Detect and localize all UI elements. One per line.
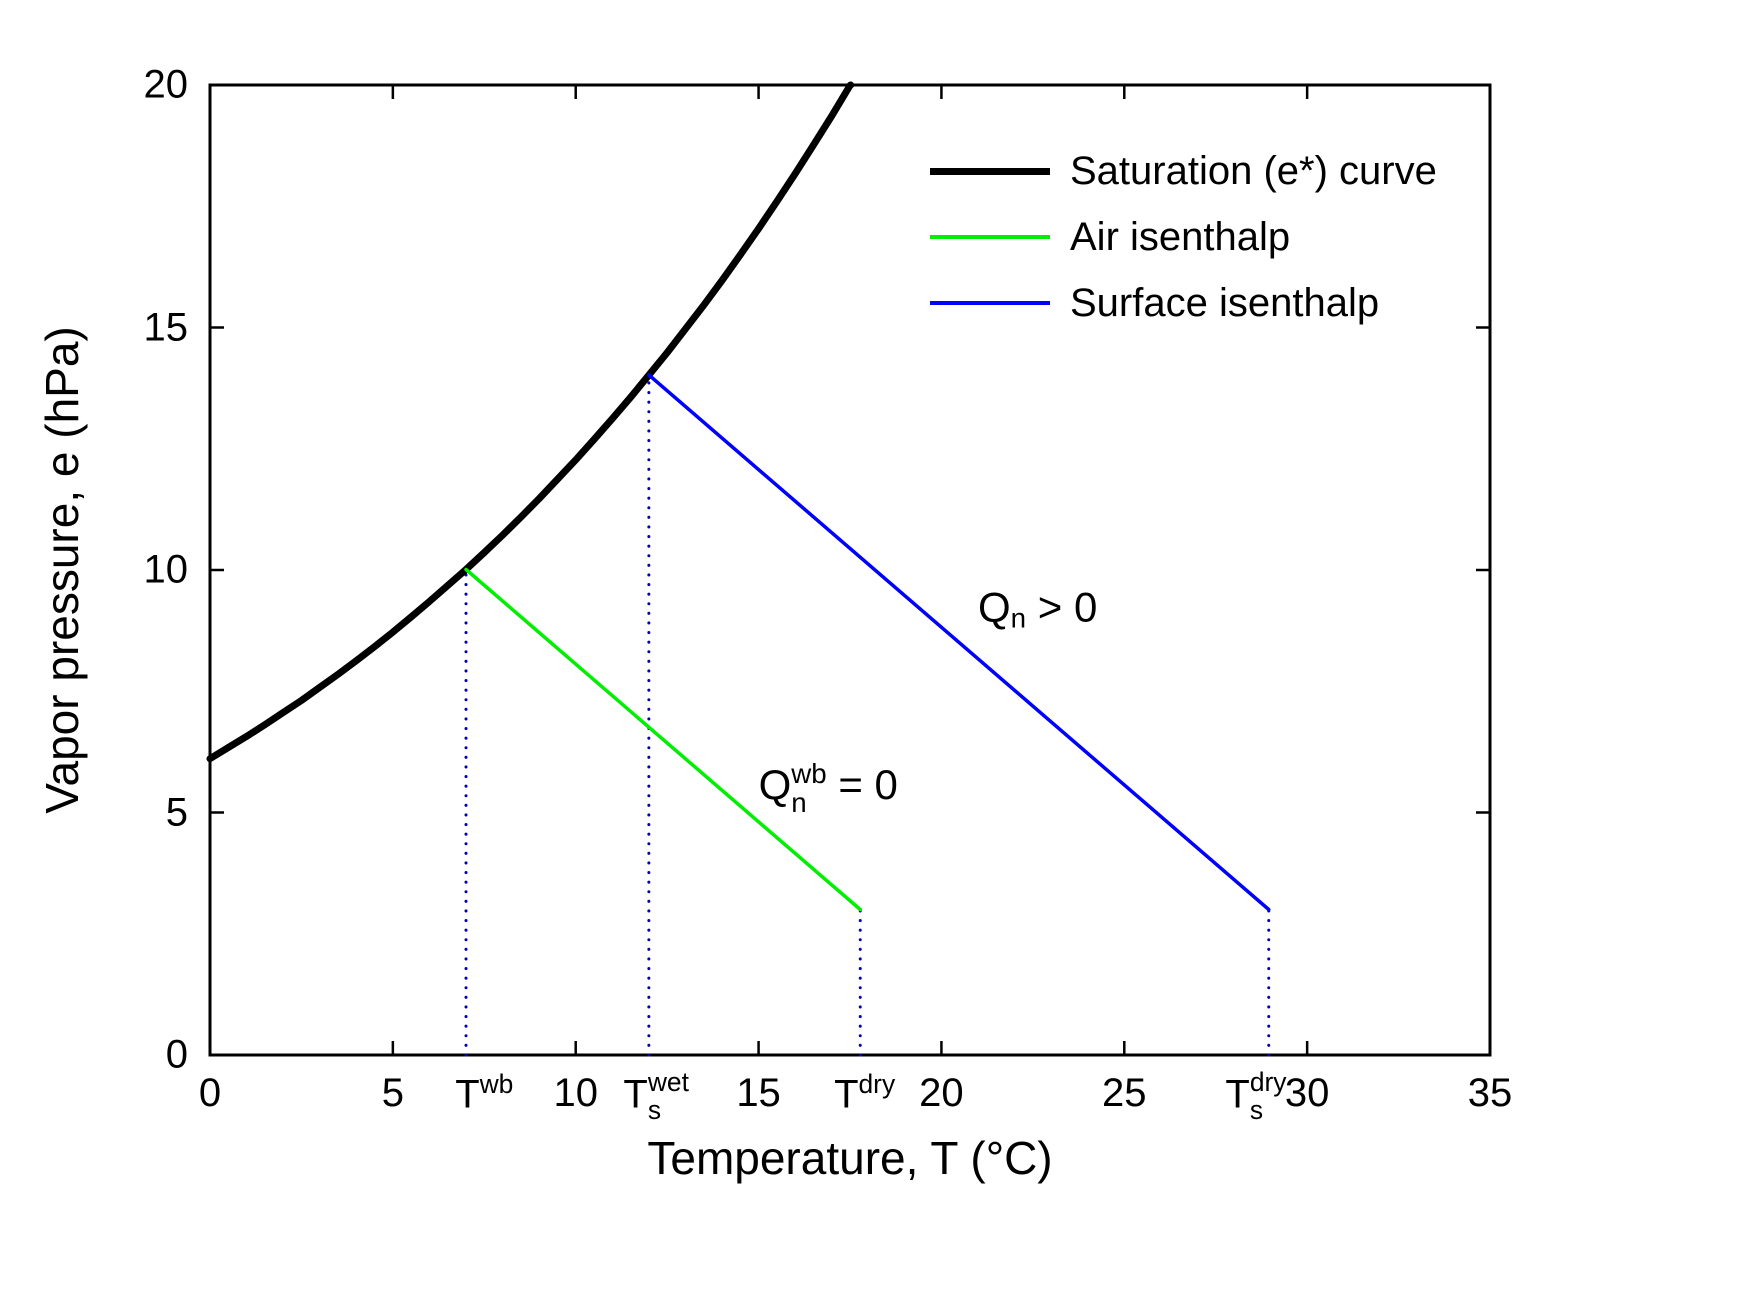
- x-tick-label: 15: [736, 1071, 781, 1115]
- y-tick-label: 15: [143, 305, 189, 349]
- y-tick-label: 5: [165, 790, 188, 834]
- x-tick-label: 25: [1102, 1071, 1147, 1115]
- x-axis-special-label-twb: Twb: [455, 1069, 514, 1117]
- x-tick-label: 20: [919, 1071, 964, 1115]
- legend-line-sample-saturation: [930, 167, 1050, 175]
- y-tick-label: 0: [165, 1032, 188, 1077]
- legend-item-saturation-curve: Saturation (e*) curve: [930, 138, 1437, 204]
- legend-item-air-isenthalp: Air isenthalp: [930, 204, 1437, 270]
- x-tick-label: 10: [553, 1071, 598, 1115]
- legend-label-surface-isenthalp: Surface isenthalp: [1070, 280, 1380, 325]
- x-axis-special-label-tdry: Tdry: [834, 1069, 896, 1117]
- saturation-curve-line: [206, 81, 855, 763]
- x-tick-label: 5: [381, 1071, 404, 1115]
- legend-line-sample-surface-isenthalp: [930, 301, 1050, 305]
- legend-item-surface-isenthalp: Surface isenthalp: [930, 270, 1437, 336]
- surface-isenthalp-line: [647, 373, 1271, 912]
- y-tick-label: 20: [143, 62, 189, 107]
- x-tick-label: 35: [1467, 1071, 1513, 1115]
- legend-label-air-isenthalp: Air isenthalp: [1070, 214, 1291, 259]
- y-axis-label: Vapor pressure, e (hPa): [36, 326, 88, 814]
- x-tick-label: 0: [198, 1071, 222, 1115]
- legend-label-saturation: Saturation (e*) curve: [1070, 148, 1437, 193]
- air-isenthalp-line: [464, 567, 862, 912]
- legend: Saturation (e*) curve Air isenthalp Surf…: [930, 138, 1437, 336]
- annotation-qn-gt-0: Qn > 0: [978, 583, 1098, 634]
- x-axis-label: Temperature, T (°C): [647, 1132, 1053, 1184]
- y-tick-label: 10: [143, 547, 189, 592]
- x-tick-label: 30: [1284, 1071, 1330, 1115]
- legend-line-sample-air-isenthalp: [930, 235, 1050, 239]
